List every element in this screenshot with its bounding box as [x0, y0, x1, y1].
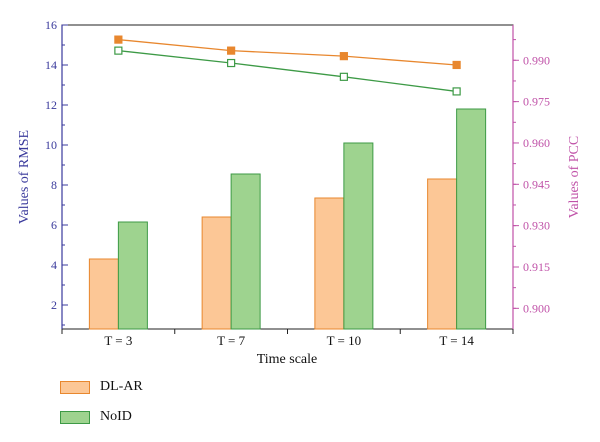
legend: DL-AR NoID: [60, 376, 143, 436]
left-axis-tick-label: 2: [51, 298, 57, 312]
line-point-dlar: [339, 52, 348, 61]
bar-dlar: [427, 178, 458, 330]
right-axis-tick-label: 0.900: [523, 301, 550, 315]
right-axis: 0.900 0.915 0.930 0.945 0.960 0.975 0.990: [512, 25, 550, 329]
left-axis-tick-label: 12: [45, 98, 57, 112]
bars-group: [88, 108, 487, 330]
legend-swatch-dlar: [60, 380, 90, 394]
x-axis-tick-label: T = 14: [439, 333, 474, 348]
right-axis-tick-label: 0.975: [523, 95, 550, 109]
bar-noid: [230, 173, 261, 330]
bar-dlar: [201, 216, 232, 330]
legend-item-dlar: DL-AR: [60, 376, 143, 398]
x-axis-tick-label: T = 10: [327, 333, 362, 348]
line-point-noid: [114, 46, 123, 55]
left-axis: 2 4 6 8 10 12 14 16: [45, 18, 68, 329]
line-point-noid: [452, 87, 461, 96]
bar-noid: [343, 142, 374, 330]
legend-swatch-noid: [60, 410, 90, 424]
legend-label-dlar: DL-AR: [100, 379, 143, 394]
line-point-dlar: [452, 60, 461, 70]
right-axis-tick-label: 0.915: [523, 260, 550, 274]
left-axis-tick-label: 10: [45, 138, 57, 152]
right-axis-tick-label: 0.930: [523, 219, 550, 233]
legend-item-noid: NoID: [60, 406, 143, 428]
x-axis-tick-label: T = 7: [217, 333, 246, 348]
bar-noid: [456, 108, 487, 330]
bar-dlar: [314, 197, 345, 330]
line-point-noid: [227, 58, 236, 68]
left-axis-tick-label: 14: [45, 58, 57, 72]
line-dlar: [118, 38, 457, 66]
line-point-dlar: [114, 35, 123, 44]
legend-label-noid: NoID: [100, 409, 132, 424]
x-axis: T = 3 T = 7 T = 10 T = 14: [61, 329, 514, 348]
line-noid: [118, 49, 457, 93]
line-point-noid: [339, 72, 348, 81]
left-axis-tick-label: 8: [51, 178, 57, 192]
right-axis-title: Values of PCC: [567, 136, 582, 218]
left-axis-tick-label: 6: [51, 218, 57, 232]
right-axis-tick-label: 0.960: [523, 136, 550, 150]
bar-dlar: [88, 258, 119, 330]
x-axis-tick-label: T = 3: [104, 333, 132, 348]
left-axis-title: Values of RMSE: [17, 130, 32, 224]
left-axis-tick-label: 16: [45, 18, 57, 32]
lines-group: [114, 35, 461, 96]
x-axis-title: Time scale: [257, 352, 318, 367]
right-axis-tick-label: 0.990: [523, 53, 550, 67]
left-axis-tick-label: 4: [51, 258, 57, 272]
right-axis-tick-label: 0.945: [523, 177, 550, 191]
line-point-dlar: [227, 46, 236, 55]
bar-noid: [117, 221, 148, 330]
